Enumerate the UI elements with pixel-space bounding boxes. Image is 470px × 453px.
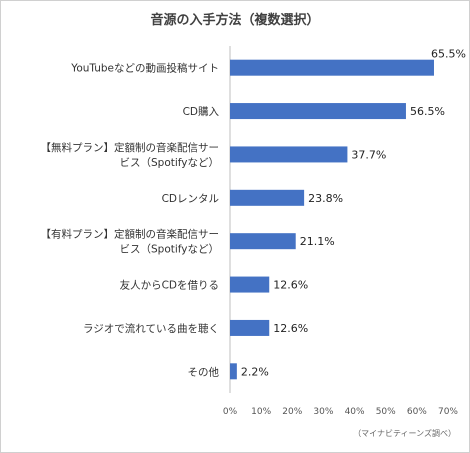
value-label-0: 65.5%	[431, 48, 466, 61]
category-label-3: CDレンタル	[162, 193, 219, 205]
x-tick-4: 40%	[345, 407, 365, 417]
value-label-4: 21.1%	[300, 235, 335, 248]
value-label-5: 12.6%	[273, 279, 308, 292]
value-label-6: 12.6%	[273, 322, 308, 335]
x-tick-7: 70%	[438, 407, 458, 417]
bar-6	[230, 319, 270, 336]
value-label-3: 23.8%	[308, 192, 343, 205]
x-tick-5: 50%	[376, 407, 396, 417]
x-tick-3: 30%	[313, 407, 333, 417]
category-label-1: CD購入	[183, 105, 220, 118]
category-label-0: YouTubeなどの動画投稿サイト	[70, 62, 219, 75]
source-note: （マイナビティーンズ調べ）	[353, 428, 456, 438]
bar-1	[230, 103, 406, 120]
x-tick-1: 10%	[251, 407, 271, 417]
bar-5	[230, 276, 270, 293]
bar-2	[230, 146, 348, 163]
bar-3	[230, 189, 305, 206]
category-label-2: 【無料プラン】定額制の音楽配信サービス（Spotifyなど）	[41, 141, 220, 169]
x-tick-2: 20%	[282, 407, 302, 417]
value-label-2: 37.7%	[351, 148, 386, 161]
x-tick-0: 0%	[223, 407, 238, 417]
chart-title: 音源の入手方法（複数選択）	[150, 12, 319, 28]
category-label-7: その他	[188, 365, 220, 378]
bar-0	[230, 59, 434, 76]
category-label-4: 【有料プラン】定額制の音楽配信サービス（Spotifyなど）	[41, 228, 220, 256]
category-label-5: 友人からCDを借りる	[120, 279, 219, 292]
x-tick-6: 60%	[407, 407, 427, 417]
value-label-7: 2.2%	[241, 365, 269, 378]
bar-7	[230, 363, 237, 380]
category-label-6: ラジオで流れている曲を聴く	[83, 322, 219, 335]
value-label-1: 56.5%	[410, 105, 445, 118]
bar-4	[230, 233, 296, 250]
